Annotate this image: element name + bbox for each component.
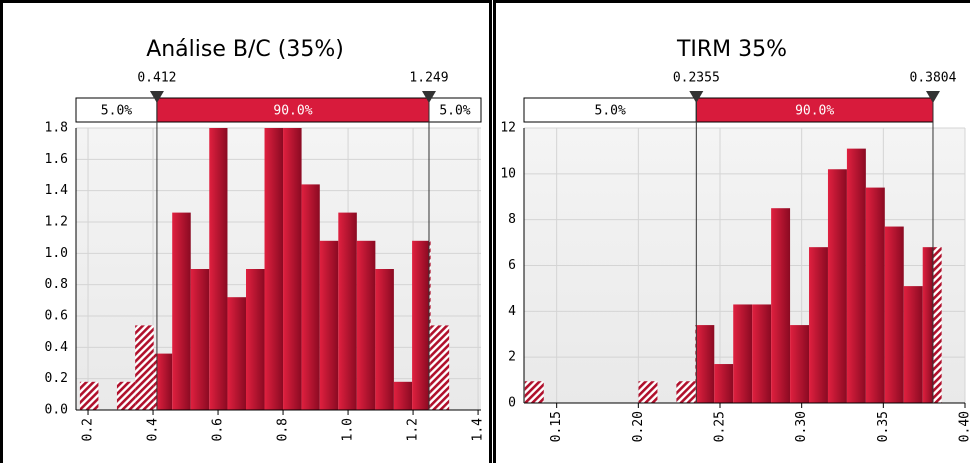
bar bbox=[790, 325, 810, 403]
y-tick-label: 1.6 bbox=[45, 152, 68, 167]
band-label: 5.0% bbox=[595, 104, 626, 119]
marker-label: 0.2355 bbox=[673, 71, 720, 86]
band-label: 5.0% bbox=[439, 104, 470, 119]
bar bbox=[809, 247, 828, 403]
marker-label: 0.3804 bbox=[910, 71, 957, 86]
bar bbox=[135, 325, 154, 410]
bar bbox=[283, 128, 302, 410]
x-tick-label: 1.0 bbox=[341, 418, 356, 441]
y-tick-label: 1.2 bbox=[45, 215, 68, 230]
marker-handle bbox=[421, 91, 436, 103]
x-tick-label: 0.20 bbox=[631, 411, 646, 442]
y-tick-label: 6 bbox=[508, 258, 516, 273]
bar bbox=[264, 128, 284, 410]
bar bbox=[524, 381, 544, 403]
bar bbox=[714, 364, 734, 403]
band-segment bbox=[523, 97, 697, 123]
y-tick-label: 1.8 bbox=[45, 121, 68, 136]
bar bbox=[428, 240, 431, 410]
x-tick-label: 1.2 bbox=[406, 418, 421, 441]
y-tick-label: 8 bbox=[508, 212, 516, 227]
bar bbox=[116, 381, 136, 410]
bar bbox=[638, 381, 658, 403]
bar bbox=[245, 269, 265, 410]
bar bbox=[393, 381, 413, 410]
x-tick-label: 0.35 bbox=[876, 411, 891, 442]
y-tick-label: 1.4 bbox=[45, 183, 69, 198]
x-tick-label: 1.4 bbox=[471, 418, 486, 442]
y-tick-label: 0.8 bbox=[45, 277, 68, 292]
x-tick-label: 0.8 bbox=[276, 418, 291, 441]
bar bbox=[209, 128, 228, 410]
bar bbox=[903, 286, 923, 403]
x-tick-label: 0.6 bbox=[211, 418, 226, 441]
band-segment bbox=[428, 97, 482, 123]
y-tick-label: 0.6 bbox=[45, 309, 68, 324]
x-tick-label: 0.2 bbox=[81, 418, 96, 441]
marker-handle bbox=[925, 91, 940, 103]
bar bbox=[153, 353, 157, 410]
bar bbox=[412, 240, 429, 410]
bar bbox=[696, 325, 715, 403]
marker-handle bbox=[689, 91, 704, 103]
band-label: 90.0% bbox=[273, 104, 312, 119]
y-tick-label: 0 bbox=[508, 396, 516, 411]
bar bbox=[733, 304, 753, 403]
y-tick-label: 4 bbox=[508, 304, 516, 319]
bar bbox=[932, 247, 942, 403]
bar bbox=[301, 184, 320, 410]
bar bbox=[676, 381, 696, 403]
y-tick-label: 0.4 bbox=[45, 340, 69, 355]
y-tick-label: 10 bbox=[500, 166, 516, 181]
x-tick-label: 0.25 bbox=[713, 411, 728, 442]
bar bbox=[356, 240, 376, 410]
marker-handle bbox=[149, 91, 164, 103]
band-segment bbox=[695, 97, 934, 123]
bar bbox=[319, 240, 339, 410]
x-tick-label: 0.40 bbox=[958, 411, 970, 442]
chart-title: TIRM 35% bbox=[676, 37, 787, 62]
bar bbox=[190, 269, 210, 410]
x-tick-label: 0.15 bbox=[549, 411, 564, 442]
marker-label: 0.412 bbox=[137, 71, 176, 86]
bar bbox=[865, 187, 885, 403]
y-tick-label: 1.0 bbox=[45, 246, 68, 261]
y-tick-label: 0.0 bbox=[45, 403, 68, 418]
bar bbox=[156, 353, 173, 410]
bar bbox=[338, 212, 357, 410]
bar bbox=[884, 226, 904, 403]
x-tick-label: 0.4 bbox=[146, 418, 161, 442]
bar bbox=[79, 381, 99, 410]
bar bbox=[430, 325, 450, 410]
bar bbox=[375, 269, 394, 410]
bar bbox=[827, 169, 847, 403]
marker-label: 1.249 bbox=[409, 71, 448, 86]
bar bbox=[752, 304, 772, 403]
bar bbox=[922, 247, 933, 403]
bar bbox=[172, 212, 191, 410]
chart-title: Análise B/C (35%) bbox=[146, 37, 344, 62]
y-tick-label: 12 bbox=[500, 121, 516, 136]
x-tick-label: 0.30 bbox=[794, 411, 809, 442]
band-label: 90.0% bbox=[795, 104, 834, 119]
bar bbox=[227, 297, 246, 410]
y-tick-label: 2 bbox=[508, 350, 516, 365]
bar bbox=[846, 148, 866, 403]
bar bbox=[771, 208, 791, 403]
band-label: 5.0% bbox=[101, 104, 132, 119]
y-tick-label: 0.2 bbox=[45, 371, 68, 386]
